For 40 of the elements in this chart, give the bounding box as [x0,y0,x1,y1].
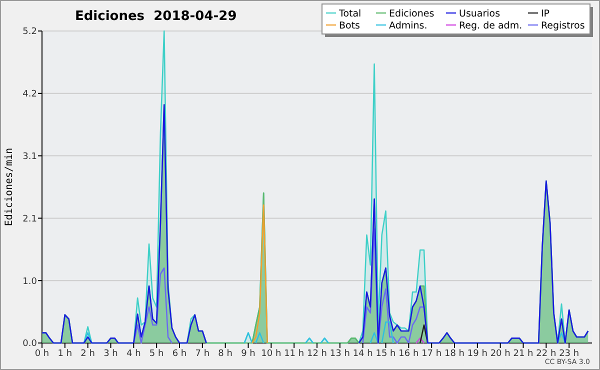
x-tick-label: 9 h [241,349,256,359]
x-tick-label: 6 h [172,349,187,359]
x-tick-label: 3 h [104,349,118,359]
x-tick-label: 21 h [513,349,534,359]
x-tick-label: 5 h [149,349,164,359]
legend-label: Ediciones [389,8,434,20]
y-tick-label: 3.1 [22,152,37,162]
x-tick-label: 13 h [330,349,350,359]
legend-label: IP [541,8,550,20]
x-tick-label: 12 h [306,349,328,359]
legend-label: Total [338,8,362,20]
x-tick-label: 11 h [284,349,304,359]
x-tick-label: 8 h [218,349,232,359]
y-axis-title: Ediciones/min [4,148,15,226]
y-tick-label: 2.1 [22,214,37,224]
x-tick-label: 16 h [398,349,419,359]
x-tick-label: 1 h [58,349,72,359]
x-tick-label: 20 h [490,349,510,359]
y-tick-label: 4.2 [22,90,37,100]
x-tick-label: 2 h [80,349,95,359]
chart-title: Ediciones 2018-04-29 [75,9,237,24]
x-tick-label: 0 h [34,349,50,359]
legend-label: Admins. [389,20,428,32]
x-tick-label: 22 h [536,349,556,359]
legend-label: Usuarios [459,8,500,20]
x-tick-label: 15 h [376,349,396,359]
x-tick-label: 19 h [467,349,488,359]
x-tick-label: 23 h [559,349,580,359]
legend-label: Reg. de adm. [459,20,522,32]
x-tick-label: 17 h [422,349,442,359]
x-tick-label: 4 h [126,349,141,359]
y-tick-label: 1.0 [22,276,38,287]
x-tick-label: 10 h [261,349,282,359]
legend-label: Registros [541,20,585,32]
x-tick-label: 14 h [352,349,373,359]
y-tick-label: 5.2 [22,27,37,38]
x-tick-label: 18 h [444,349,465,359]
x-tick-label: 7 h [195,349,210,359]
legend-label: Bots [339,20,360,32]
y-tick-label: 0.0 [22,339,38,350]
